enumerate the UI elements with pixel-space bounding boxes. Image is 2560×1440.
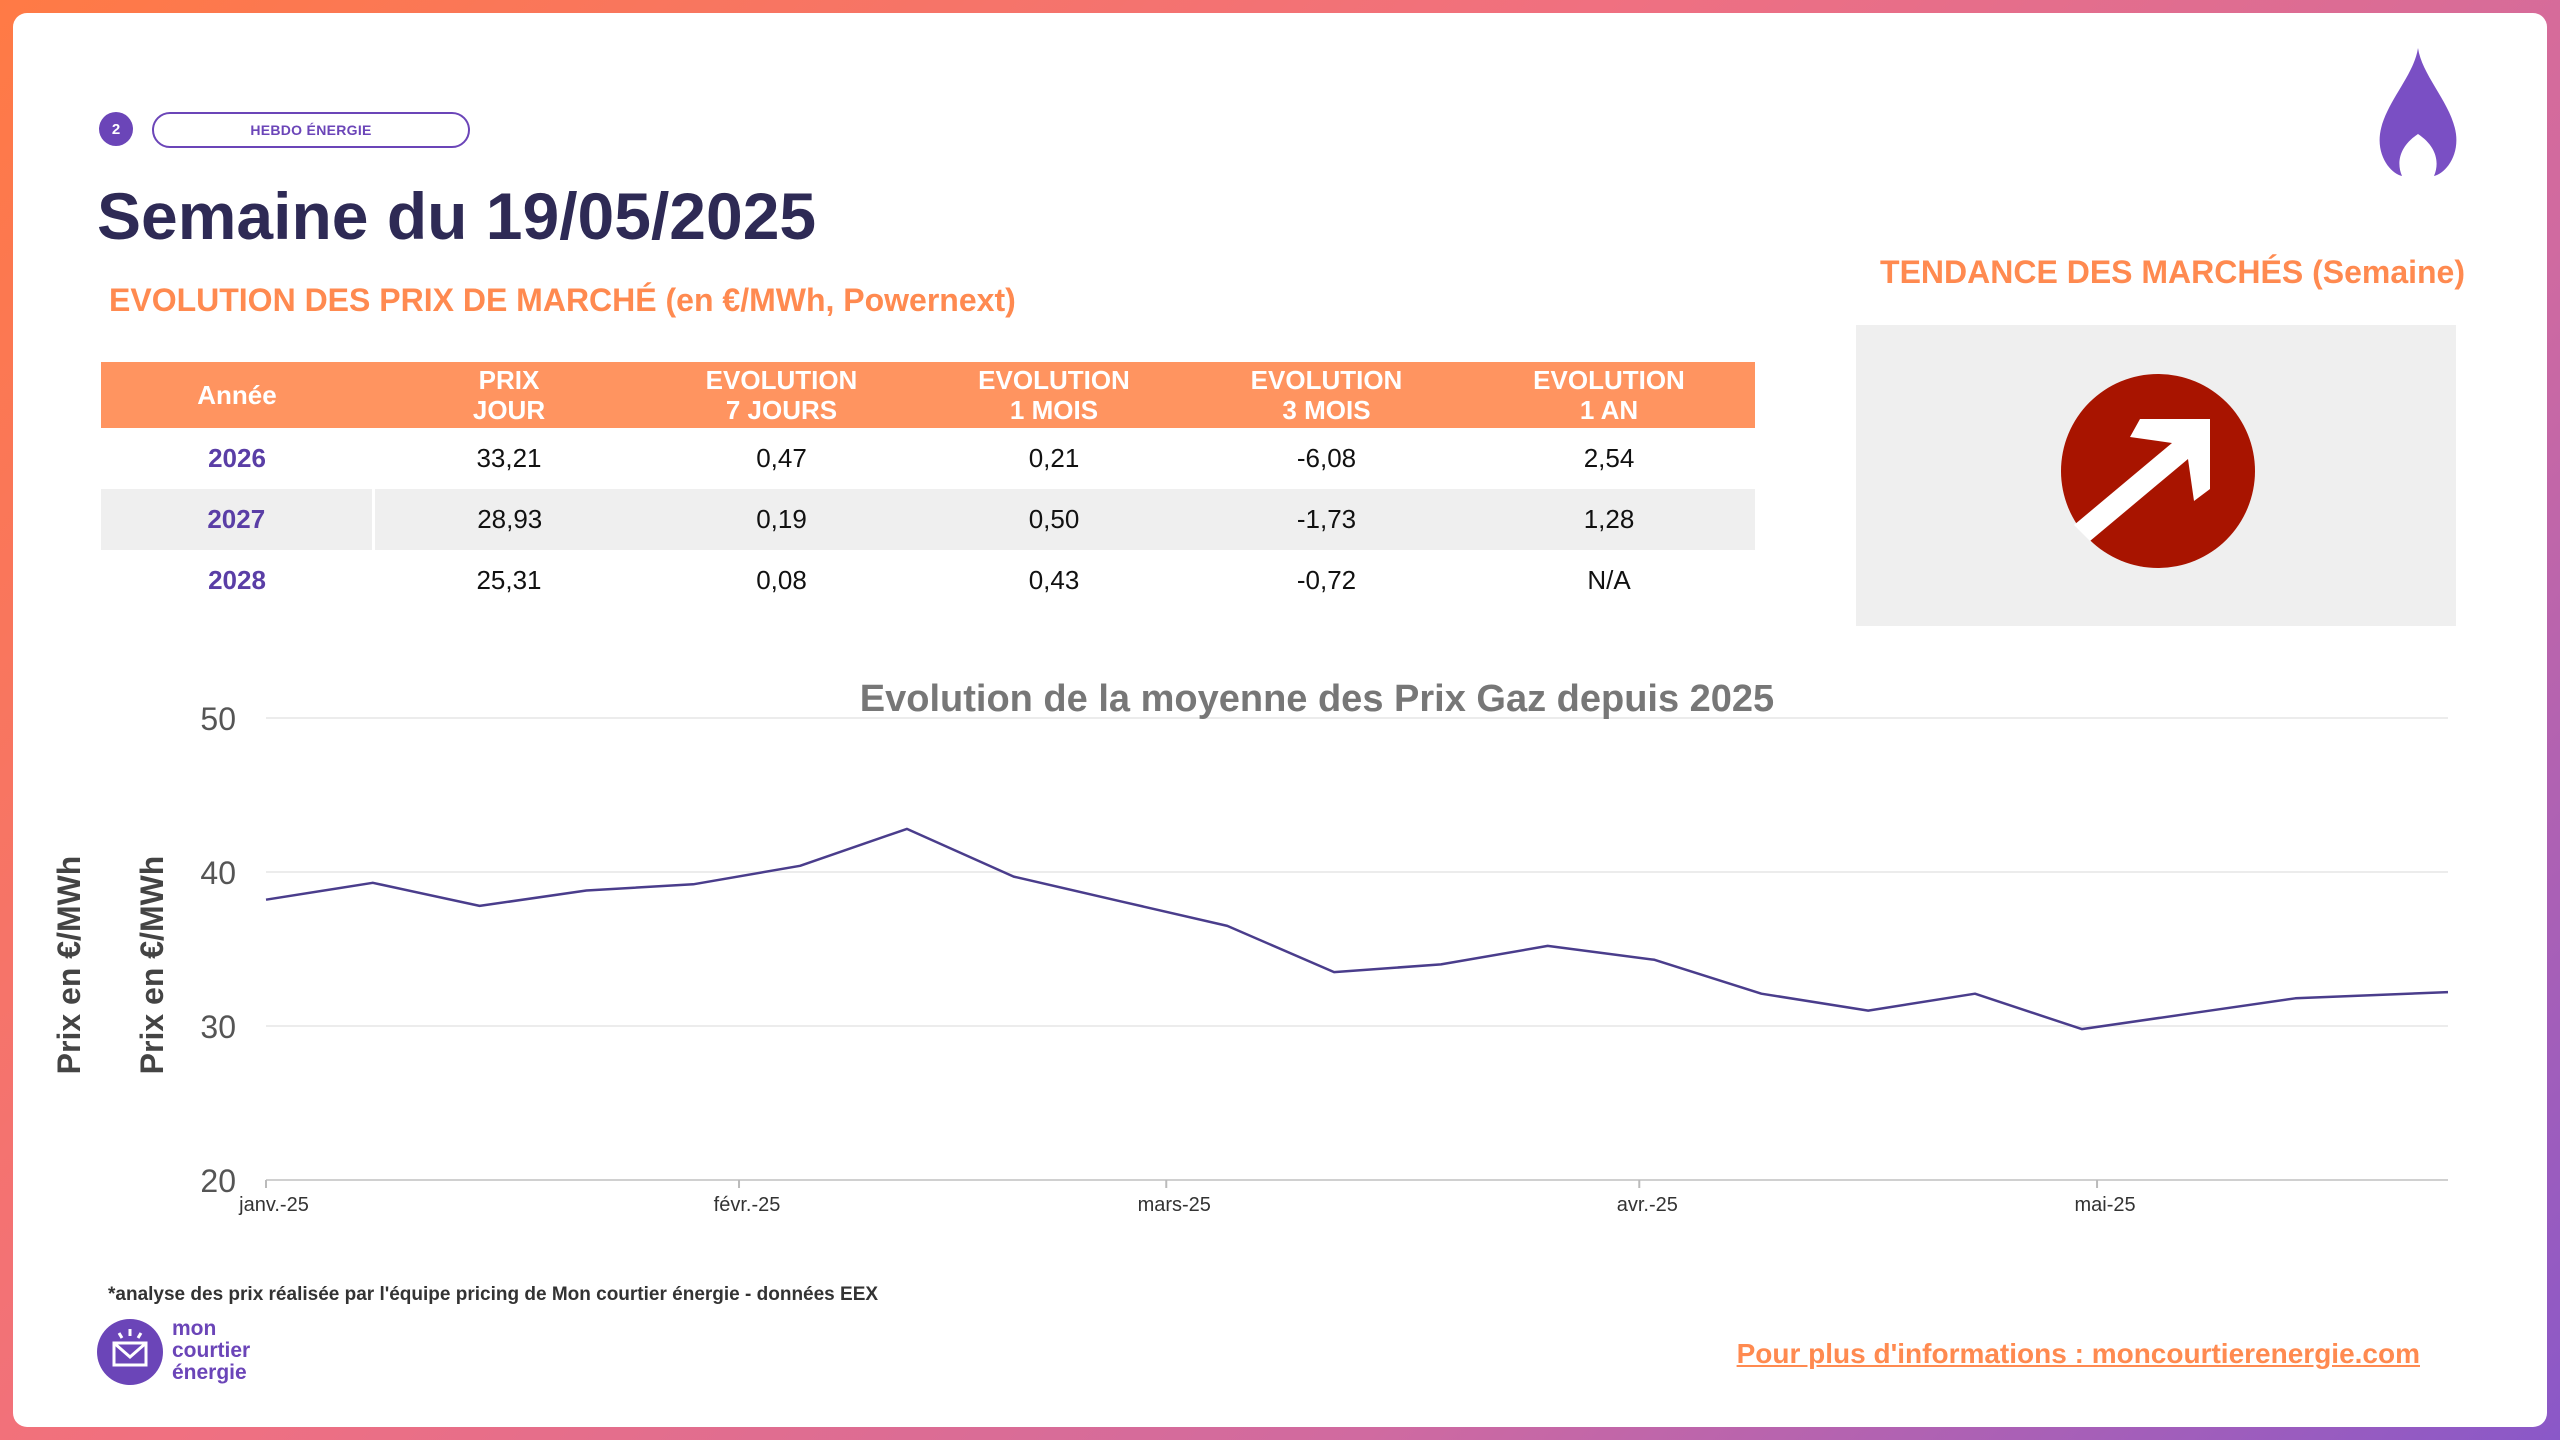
footnote: *analyse des prix réalisée par l'équipe …	[108, 1284, 879, 1305]
cell-evol-3m: -1,73	[1190, 489, 1463, 550]
trend-up-arrow-icon	[2061, 374, 2255, 568]
row-year: 2026	[208, 443, 266, 473]
brand-logo: mon courtier énergie	[97, 1316, 357, 1388]
y-tick-label: 30	[200, 1009, 236, 1045]
price-table: Année PRIX JOUR EVOLUTION 7 JOURS EVOLUTIO…	[101, 362, 1755, 611]
trend-title: TENDANCE DES MARCHÉS (Semaine)	[1880, 254, 2465, 290]
gas-price-line-chart: 20 30 40 50 janv.-25 févr.-25 mars-25 avr.-25 ma…	[51, 678, 2449, 1216]
col-header-evol-1m: EVOLUTION 1 MOIS	[918, 362, 1190, 428]
y-axis-label-outer: Prix en €/MWh	[51, 856, 87, 1075]
cell-evol-1m: 0,50	[918, 489, 1190, 550]
cell-evol-1an: 2,54	[1583, 443, 1635, 473]
trend-panel	[1856, 325, 2456, 626]
x-tick-label: févr.-25	[714, 1194, 781, 1216]
cell-evol-1m: 0,43	[1028, 565, 1080, 595]
col-header-evol-7j: EVOLUTION 7 JOURS	[645, 362, 918, 428]
x-tick-label: janv.-25	[238, 1194, 309, 1216]
cell-evol-1an: 1,28	[1463, 489, 1755, 550]
website-link[interactable]: Pour plus d'informations : moncourtieren…	[1736, 1338, 2420, 1369]
cell-evol-7j: 0,08	[756, 565, 807, 595]
logo-text: mon courtier énergie	[172, 1317, 251, 1384]
hebdo-badge: HEBDO ÉNERGIE	[152, 112, 470, 148]
table-subtitle: EVOLUTION DES PRIX DE MARCHÉ (en €/MWh, …	[109, 282, 1016, 318]
cell-prix-jour: 28,93	[373, 489, 645, 550]
x-tick-label: mai-25	[2074, 1194, 2135, 1216]
row-year: 2027	[101, 489, 375, 550]
chart-title: Evolution de la moyenne des Prix Gaz dep…	[860, 678, 1774, 720]
y-axis-label: Prix en €/MWh	[134, 856, 170, 1075]
y-tick-label: 40	[200, 855, 236, 891]
table-row: 2028 25,31 0,08 0,43 -0,72 N/A	[101, 550, 1755, 611]
cell-evol-3m: -6,08	[1296, 443, 1357, 473]
flame-icon	[2379, 48, 2457, 176]
cell-evol-7j: 0,47	[756, 443, 807, 473]
cell-evol-1m: 0,21	[1028, 443, 1080, 473]
col-header-evol-3m: EVOLUTION 3 MOIS	[1190, 362, 1463, 428]
col-header-evol-1an: EVOLUTION 1 AN	[1463, 362, 1755, 428]
table-row: 2026 33,21 0,47 0,21 -6,08 2,54	[101, 428, 1755, 489]
table-header-row: Année PRIX JOUR EVOLUTION 7 JOURS EVOLUTIO…	[101, 362, 1755, 428]
col-header-prix-jour: PRIX JOUR	[373, 362, 645, 428]
col-header-annee: Année	[101, 362, 373, 428]
page-number: 2	[99, 112, 133, 146]
table-row: 2027 28,93 0,19 0,50 -1,73 1,28	[101, 489, 1755, 550]
page-title: Semaine du 19/05/2025	[97, 179, 817, 253]
slide-card	[13, 13, 2547, 1427]
cell-evol-1an: N/A	[1587, 565, 1631, 595]
x-tick-label: avr.-25	[1617, 1194, 1678, 1216]
logo-envelope-icon	[97, 1319, 163, 1385]
y-tick-label: 20	[200, 1163, 236, 1199]
series-line	[265, 827, 2449, 1031]
row-year: 2028	[208, 565, 266, 595]
cell-prix-jour: 33,21	[476, 443, 542, 473]
cell-evol-7j: 0,19	[645, 489, 918, 550]
x-tick-label: mars-25	[1138, 1194, 1211, 1216]
y-tick-label: 50	[200, 701, 236, 737]
cell-prix-jour: 25,31	[476, 565, 542, 595]
cell-evol-3m: -0,72	[1296, 565, 1357, 595]
